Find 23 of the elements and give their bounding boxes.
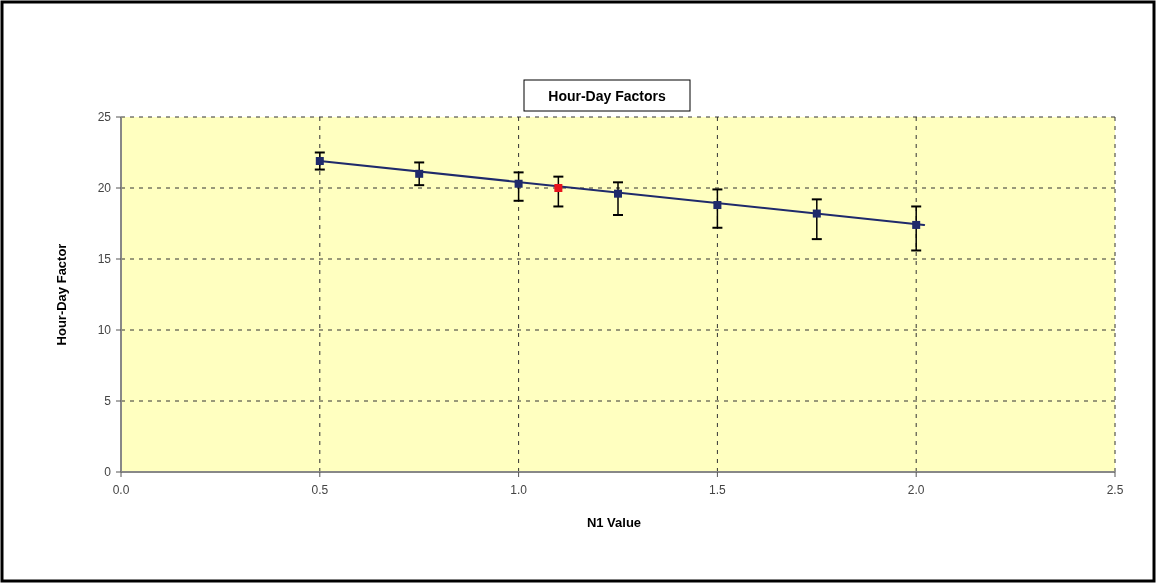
x-tick-label: 0.0 [112,483,130,497]
y-tick-label: 25 [97,110,112,124]
x-axis-title: N1 Value [586,515,642,530]
x-tick-label: 1.5 [709,483,727,497]
y-tick-label: 20 [97,181,112,195]
point [812,209,821,218]
point [554,184,563,192]
point [415,169,424,178]
x-tick-label: 1.0 [510,483,528,497]
y-tick-label: 5 [104,394,112,408]
x-tick-label: 2.0 [907,483,925,497]
point [315,157,324,166]
point [713,201,722,210]
x-tick-label: 2.5 [1106,483,1124,497]
y-tick-label: 15 [97,252,112,266]
y-tick-label: 10 [97,323,112,337]
chart-title: Hour-Day Factors [548,88,666,104]
point [614,189,622,198]
point [514,179,523,188]
y-tick-label: 0 [104,465,112,479]
point [912,220,921,229]
y-axis-title: Hour-Day Factor [54,243,69,346]
x-tick-label: 0.5 [311,483,329,497]
